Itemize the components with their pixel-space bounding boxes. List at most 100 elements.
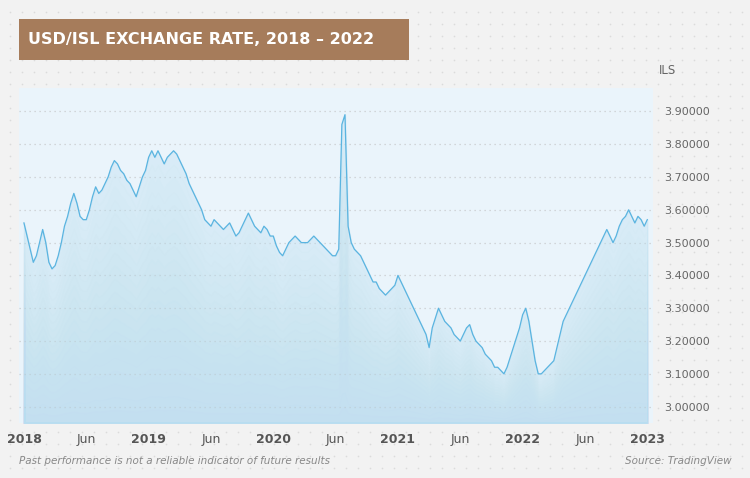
Point — [256, 212, 268, 220]
Point — [520, 296, 532, 304]
Point — [76, 164, 88, 172]
Point — [136, 428, 148, 436]
Point — [364, 368, 376, 376]
Point — [736, 68, 748, 76]
Point — [460, 8, 472, 16]
Point — [628, 44, 640, 52]
Point — [76, 8, 88, 16]
Point — [148, 224, 160, 232]
Point — [496, 452, 508, 460]
Point — [196, 392, 208, 400]
Point — [664, 284, 676, 292]
Point — [76, 20, 88, 28]
Point — [544, 176, 556, 184]
Point — [100, 272, 112, 280]
Point — [688, 236, 700, 244]
Point — [16, 212, 28, 220]
Point — [376, 116, 388, 124]
Point — [76, 248, 88, 256]
Point — [400, 464, 412, 472]
Point — [220, 104, 232, 112]
Point — [4, 68, 16, 76]
Point — [664, 368, 676, 376]
Point — [364, 176, 376, 184]
Point — [724, 320, 736, 328]
Point — [88, 440, 100, 448]
Point — [280, 56, 292, 64]
Point — [652, 380, 664, 388]
Point — [460, 320, 472, 328]
Point — [352, 368, 364, 376]
Point — [40, 356, 52, 364]
Point — [292, 44, 304, 52]
Point — [580, 284, 592, 292]
Point — [352, 356, 364, 364]
Point — [556, 140, 568, 148]
Point — [556, 92, 568, 100]
Point — [496, 332, 508, 340]
Point — [364, 236, 376, 244]
Point — [16, 344, 28, 352]
Point — [316, 140, 328, 148]
Point — [352, 284, 364, 292]
Point — [484, 440, 496, 448]
Point — [160, 164, 172, 172]
Point — [652, 236, 664, 244]
Point — [244, 392, 256, 400]
Point — [304, 260, 316, 268]
Point — [724, 152, 736, 160]
Point — [136, 380, 148, 388]
Point — [292, 368, 304, 376]
Point — [268, 320, 280, 328]
Point — [280, 32, 292, 40]
Point — [628, 356, 640, 364]
Point — [76, 224, 88, 232]
Point — [628, 260, 640, 268]
Point — [688, 272, 700, 280]
Point — [532, 344, 544, 352]
Point — [220, 416, 232, 424]
Point — [400, 416, 412, 424]
Point — [316, 404, 328, 412]
Point — [700, 428, 712, 436]
Point — [496, 152, 508, 160]
Point — [544, 380, 556, 388]
Point — [436, 440, 448, 448]
Point — [616, 68, 628, 76]
Point — [616, 188, 628, 196]
Point — [52, 392, 64, 400]
Point — [52, 20, 64, 28]
Point — [148, 68, 160, 76]
Point — [148, 464, 160, 472]
Point — [40, 200, 52, 208]
Point — [400, 116, 412, 124]
Point — [616, 104, 628, 112]
Point — [496, 392, 508, 400]
Point — [508, 332, 520, 340]
Point — [688, 308, 700, 316]
Point — [328, 308, 340, 316]
Point — [364, 356, 376, 364]
Point — [160, 272, 172, 280]
Point — [232, 320, 244, 328]
Point — [676, 344, 688, 352]
Point — [136, 404, 148, 412]
Point — [652, 452, 664, 460]
Point — [124, 140, 136, 148]
Point — [736, 320, 748, 328]
Point — [424, 308, 436, 316]
Point — [268, 188, 280, 196]
Point — [448, 428, 460, 436]
Point — [196, 260, 208, 268]
Point — [532, 236, 544, 244]
Point — [220, 80, 232, 88]
Point — [520, 104, 532, 112]
Point — [172, 80, 184, 88]
Point — [544, 68, 556, 76]
Point — [376, 224, 388, 232]
Point — [280, 152, 292, 160]
Point — [604, 200, 616, 208]
Point — [592, 344, 604, 352]
Point — [232, 236, 244, 244]
Point — [568, 104, 580, 112]
